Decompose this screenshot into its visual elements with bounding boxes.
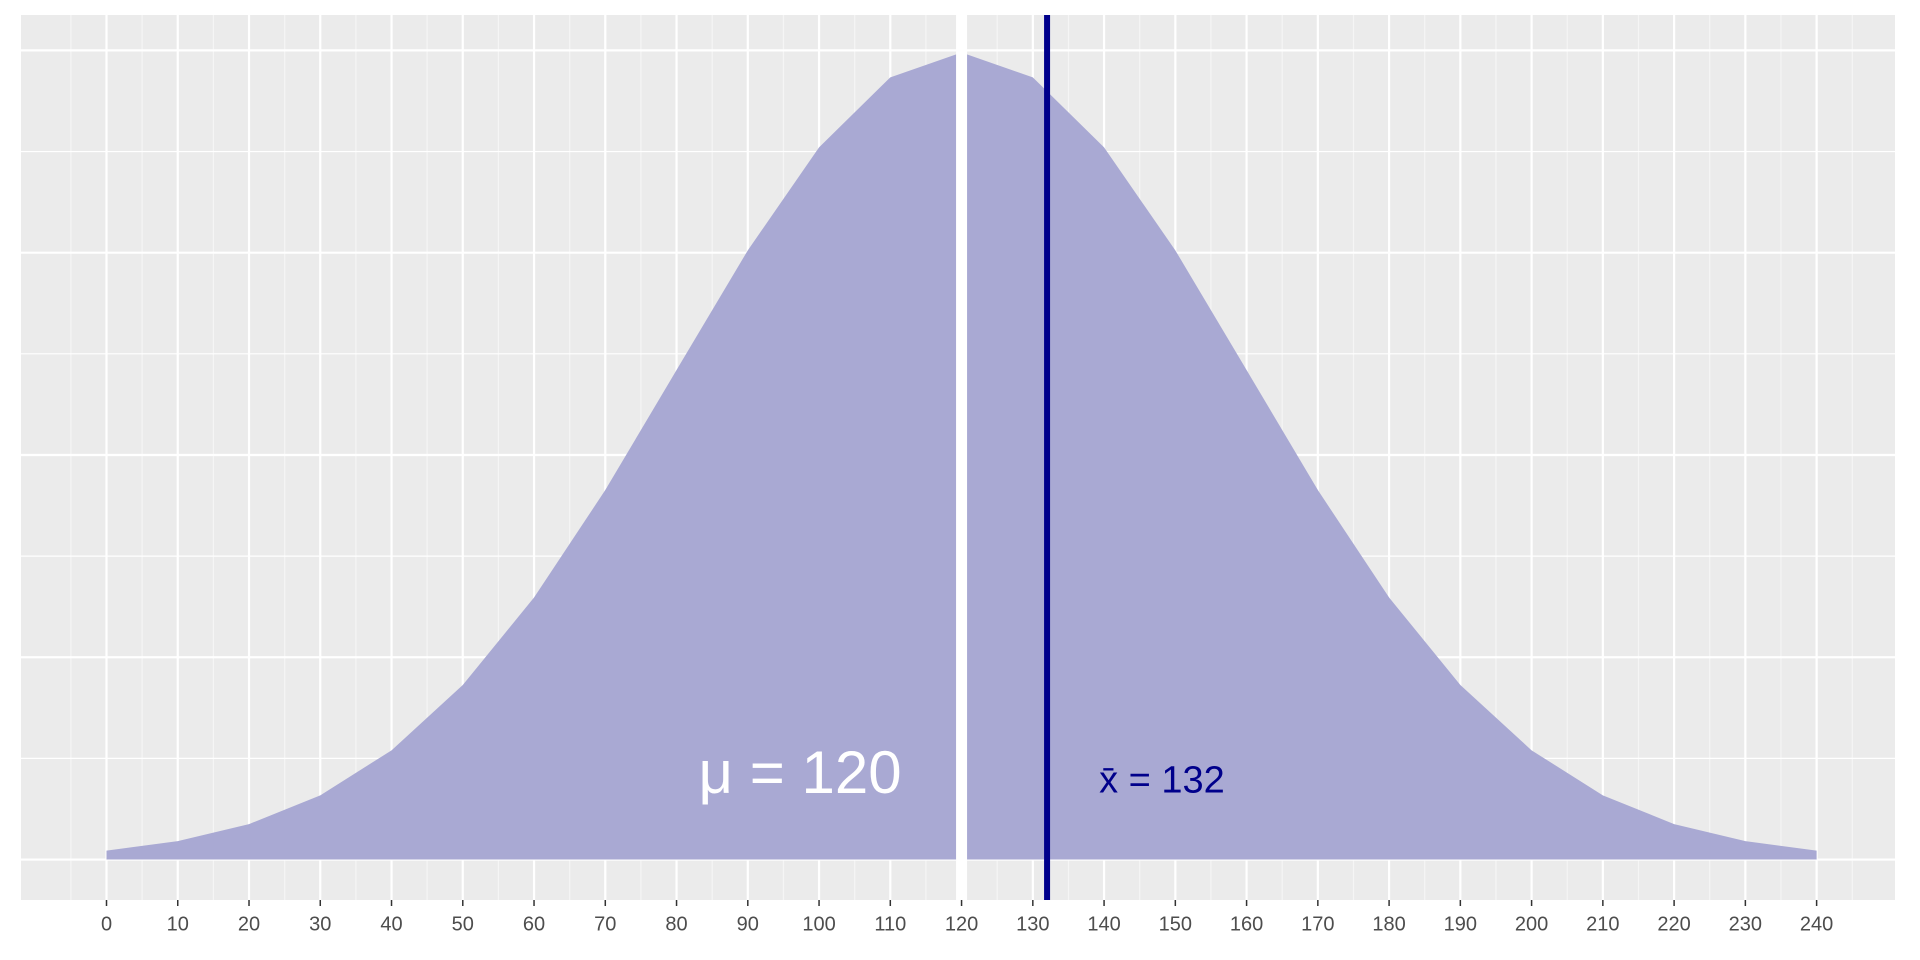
x-tick-label: 140 bbox=[1087, 913, 1120, 935]
x-tick-label: 120 bbox=[945, 913, 978, 935]
x-tick-label: 50 bbox=[452, 913, 474, 935]
x-tick-label: 80 bbox=[665, 913, 687, 935]
x-tick-label: 160 bbox=[1230, 913, 1263, 935]
x-tick-label: 200 bbox=[1515, 913, 1548, 935]
x-tick-label: 10 bbox=[167, 913, 189, 935]
x-tick-label: 150 bbox=[1159, 913, 1192, 935]
x-tick-label: 190 bbox=[1444, 913, 1477, 935]
x-tick-label: 0 bbox=[101, 913, 112, 935]
x-tick-label: 40 bbox=[380, 913, 402, 935]
x-tick-label: 90 bbox=[737, 913, 759, 935]
x-tick-label: 170 bbox=[1301, 913, 1334, 935]
x-tick-label: 180 bbox=[1372, 913, 1405, 935]
x-tick-label: 30 bbox=[309, 913, 331, 935]
x-tick-label: 220 bbox=[1657, 913, 1690, 935]
x-tick-label: 240 bbox=[1800, 913, 1833, 935]
x-tick-label: 100 bbox=[802, 913, 835, 935]
x-tick-label: 110 bbox=[874, 913, 906, 935]
x-tick-label: 210 bbox=[1586, 913, 1619, 935]
x-tick-label: 230 bbox=[1729, 913, 1762, 935]
x-tick-label: 130 bbox=[1016, 913, 1049, 935]
x-tick-label: 20 bbox=[238, 913, 260, 935]
mean-label: μ = 120 bbox=[699, 739, 902, 806]
x-tick-label: 70 bbox=[594, 913, 616, 935]
sample-mean-label: x̄ = 132 bbox=[1099, 760, 1225, 802]
x-tick-label: 60 bbox=[523, 913, 545, 935]
